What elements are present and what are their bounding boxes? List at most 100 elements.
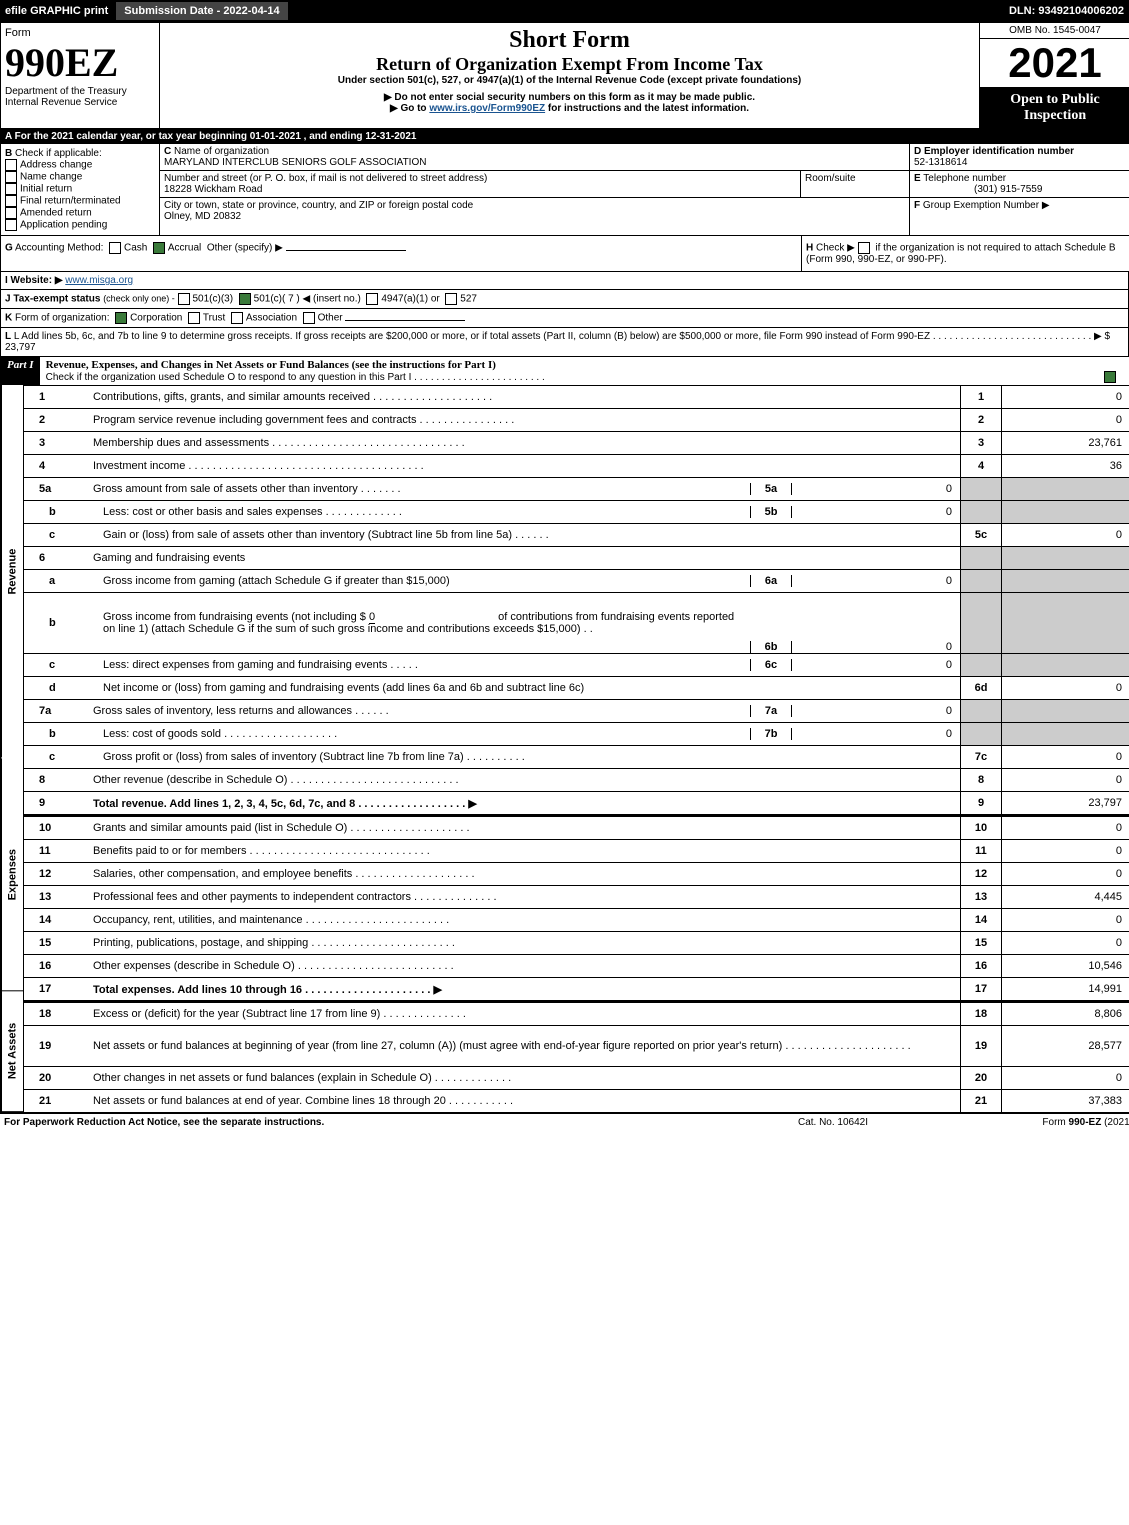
checkbox-name-change[interactable] [5, 171, 17, 183]
b-label: B [5, 148, 12, 159]
line-18-val: 8,806 [1002, 1003, 1129, 1025]
line-11-box: 11 [960, 840, 1002, 862]
part-i-check-text: Check if the organization used Schedule … [46, 372, 545, 383]
submission-date: Submission Date - 2022-04-14 [116, 2, 287, 20]
checkbox-app-pending[interactable] [5, 219, 17, 231]
line-6a-box-shade [960, 570, 1002, 592]
line-20-val: 0 [1002, 1067, 1129, 1089]
org-info-block: B Check if applicable: Address change Na… [0, 144, 1129, 236]
opt-address-change: Address change [20, 160, 92, 171]
line-5a-desc: Gross amount from sale of assets other t… [89, 481, 750, 497]
line-16: 16 Other expenses (describe in Schedule … [24, 954, 1129, 977]
line-7a-sub: 7a [750, 705, 791, 717]
e-label: E [914, 173, 921, 184]
line-5c-val: 0 [1002, 524, 1129, 546]
line-13-num: 13 [24, 891, 89, 903]
dept-irs: Internal Revenue Service [5, 97, 155, 108]
line-8-desc: Other revenue (describe in Schedule O) .… [89, 772, 960, 788]
footer-left: For Paperwork Reduction Act Notice, see … [4, 1117, 733, 1128]
line-15-num: 15 [24, 937, 89, 949]
line-20-num: 20 [24, 1072, 89, 1084]
goto-link[interactable]: ▶ Go to www.irs.gov/Form990EZ for instru… [164, 103, 975, 114]
line-6b-num: b [24, 617, 99, 629]
omb-number: OMB No. 1545-0047 [980, 23, 1129, 39]
checkbox-527[interactable] [445, 293, 457, 305]
checkbox-cash[interactable] [109, 242, 121, 254]
line-13-val: 4,445 [1002, 886, 1129, 908]
checkbox-4947[interactable] [366, 293, 378, 305]
street-label: Number and street (or P. O. box, if mail… [164, 173, 487, 184]
line-9-box: 9 [960, 792, 1002, 814]
checkbox-501c3[interactable] [178, 293, 190, 305]
line-18-desc: Excess or (deficit) for the year (Subtra… [89, 1006, 960, 1022]
line-15: 15 Printing, publications, postage, and … [24, 931, 1129, 954]
line-12-val: 0 [1002, 863, 1129, 885]
opt-other-method: Other (specify) ▶ [207, 243, 283, 254]
checkbox-final-return[interactable] [5, 195, 17, 207]
line-6b-desc: Gross income from fundraising events (no… [99, 609, 750, 637]
checkbox-corp[interactable] [115, 312, 127, 324]
checkbox-amended-return[interactable] [5, 207, 17, 219]
group-exemption-label: Group Exemption Number [923, 200, 1039, 211]
line-3-desc: Membership dues and assessments . . . . … [89, 435, 960, 451]
line-2-desc: Program service revenue including govern… [89, 412, 960, 428]
line-6b-subval: 0 [791, 641, 960, 653]
website-value[interactable]: www.misga.org [65, 275, 133, 286]
dept-treasury: Department of the Treasury [5, 86, 155, 97]
line-17-val: 14,991 [1002, 978, 1129, 1000]
line-6a-num: a [24, 575, 99, 587]
calendar-year-text: A For the 2021 calendar year, or tax yea… [5, 131, 416, 142]
checkbox-other-org[interactable] [303, 312, 315, 324]
checkbox-trust[interactable] [188, 312, 200, 324]
b-check-applicable: Check if applicable: [15, 148, 102, 159]
line-15-val: 0 [1002, 932, 1129, 954]
line-16-num: 16 [24, 960, 89, 972]
opt-corp: Corporation [130, 313, 182, 324]
line-6c-val-shade [1002, 654, 1129, 676]
phone-label: Telephone number [923, 173, 1006, 184]
checkbox-accrual[interactable] [153, 242, 165, 254]
k-text: Form of organization: [15, 313, 110, 324]
line-6c: c Less: direct expenses from gaming and … [24, 653, 1129, 676]
line-6b-box-shade [960, 593, 1002, 653]
line-13: 13 Professional fees and other payments … [24, 885, 1129, 908]
city-label: City or town, state or province, country… [164, 200, 473, 211]
k-label: K [5, 313, 12, 324]
checkbox-address-change[interactable] [5, 159, 17, 171]
line-9-desc: Total revenue. Add lines 1, 2, 3, 4, 5c,… [89, 795, 960, 812]
line-9: 9 Total revenue. Add lines 1, 2, 3, 4, 5… [24, 791, 1129, 816]
line-21-val: 37,383 [1002, 1090, 1129, 1112]
line-6-box-shade [960, 547, 1002, 569]
line-16-desc: Other expenses (describe in Schedule O) … [89, 958, 960, 974]
line-7b-sub: 7b [750, 728, 791, 740]
website-label: I Website: ▶ [5, 275, 63, 286]
goto-url[interactable]: www.irs.gov/Form990EZ [429, 103, 545, 114]
checkbox-sched-o-part1[interactable] [1104, 371, 1116, 383]
line-1-val: 0 [1002, 386, 1129, 408]
line-5c-box: 5c [960, 524, 1002, 546]
line-7b: b Less: cost of goods sold . . . . . . .… [24, 722, 1129, 745]
line-6a-desc: Gross income from gaming (attach Schedul… [99, 573, 750, 589]
line-5b-box-shade [960, 501, 1002, 523]
checkbox-sched-b[interactable] [858, 242, 870, 254]
checkbox-501c[interactable] [239, 293, 251, 305]
line-18: 18 Excess or (deficit) for the year (Sub… [24, 1002, 1129, 1025]
room-label: Room/suite [805, 173, 856, 184]
line-12-box: 12 [960, 863, 1002, 885]
checkbox-assoc[interactable] [231, 312, 243, 324]
checkbox-initial-return[interactable] [5, 183, 17, 195]
line-21-box: 21 [960, 1090, 1002, 1112]
line-6b-val-shade [1002, 593, 1129, 653]
line-2: 2 Program service revenue including gove… [24, 408, 1129, 431]
line-5a: 5a Gross amount from sale of assets othe… [24, 477, 1129, 500]
opt-initial-return: Initial return [20, 184, 72, 195]
line-8-num: 8 [24, 774, 89, 786]
line-5c: c Gain or (loss) from sale of assets oth… [24, 523, 1129, 546]
line-5a-box-shade [960, 478, 1002, 500]
line-3-box: 3 [960, 432, 1002, 454]
footer-right: Form 990-EZ (2021) [933, 1117, 1129, 1128]
line-19-val: 28,577 [1002, 1026, 1129, 1066]
j-small: (check only one) - [103, 294, 175, 304]
ein-label: D Employer identification number [914, 146, 1074, 157]
h-label: H [806, 243, 813, 254]
